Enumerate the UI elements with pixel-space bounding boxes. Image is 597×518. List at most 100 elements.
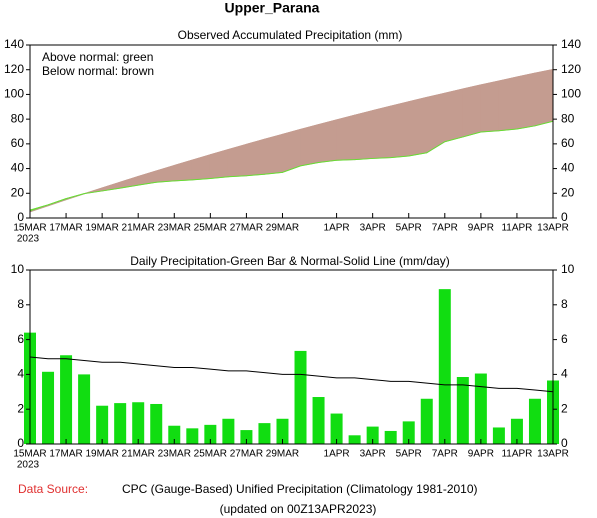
bar	[402, 421, 415, 444]
x-tick-label: 7APR	[432, 449, 458, 460]
difference-fill	[462, 84, 482, 138]
y-tick-label-right: 8	[561, 297, 568, 311]
y-tick-label-right: 6	[561, 332, 568, 346]
difference-fill	[354, 110, 374, 161]
difference-fill	[282, 128, 301, 173]
x-tick-label: 13APR	[537, 223, 569, 234]
x-tick-label: 25MAR	[194, 223, 227, 234]
x-tick-label: 11APR	[501, 449, 532, 460]
normal-line	[29, 68, 554, 213]
y-tick-label: 8	[17, 297, 24, 311]
y-tick-label: 120	[4, 62, 24, 76]
chart-title: Observed Accumulated Precipitation (mm)	[178, 28, 403, 42]
bar	[114, 403, 127, 444]
bar	[294, 350, 307, 444]
x-tick-label: 11APR	[501, 223, 532, 234]
annotation: Above normal: green	[42, 50, 153, 64]
x-tick-label: 1APR	[324, 449, 350, 460]
bar	[312, 397, 325, 444]
y-tick-label-right: 2	[561, 401, 568, 415]
bar	[60, 355, 73, 444]
y-tick-label-right: 80	[561, 111, 575, 125]
x-tick-label: 23MAR	[158, 449, 191, 460]
y-tick-label: 0	[17, 210, 24, 224]
difference-fill	[336, 114, 356, 161]
y-tick-label-right: 20	[561, 185, 575, 199]
difference-fill	[264, 133, 283, 175]
x-tick-label: 27MAR	[230, 223, 263, 234]
x-tick-label: 21MAR	[122, 449, 155, 460]
bar	[132, 402, 145, 444]
y-tick-label: 20	[11, 185, 25, 199]
bar	[474, 373, 487, 444]
observed-line	[29, 120, 554, 211]
y-tick-label: 0	[17, 436, 24, 450]
y-tick-label-right: 60	[561, 136, 575, 150]
y-tick-label: 40	[11, 161, 25, 175]
x-tick-label: 27MAR	[230, 449, 263, 460]
difference-fill	[300, 124, 319, 167]
y-tick-label: 60	[11, 136, 25, 150]
x-tick-label: 15MAR	[13, 449, 46, 460]
x-tick-label: 9APR	[468, 449, 494, 460]
bar	[456, 377, 469, 444]
bar	[330, 413, 343, 444]
source-label: Data Source:	[18, 482, 88, 496]
plot-frame	[29, 44, 554, 219]
bar	[510, 418, 523, 444]
difference-fill	[444, 88, 464, 143]
bar	[186, 428, 199, 444]
difference-fill	[318, 119, 337, 163]
bar	[438, 289, 451, 444]
bar	[258, 423, 271, 444]
x-tick-label: 23MAR	[158, 223, 191, 234]
difference-fill	[534, 68, 554, 127]
difference-fill	[498, 76, 518, 132]
y-tick-label-right: 100	[561, 87, 581, 101]
y-tick-label-right: 0	[561, 436, 568, 450]
y-tick-label-right: 10	[561, 262, 575, 276]
x-year-label: 2023	[17, 460, 40, 471]
difference-fill	[372, 105, 392, 159]
x-tick-label: 5APR	[396, 449, 422, 460]
x-tick-label: 17MAR	[49, 223, 82, 234]
x-tick-label: 9APR	[468, 223, 494, 234]
x-tick-label: 13APR	[537, 449, 569, 460]
y-tick-label: 140	[4, 37, 24, 51]
y-tick-label: 2	[17, 401, 24, 415]
difference-fill	[246, 138, 265, 177]
page-title: Upper_Parana	[225, 0, 320, 16]
bar	[240, 430, 253, 444]
y-tick-label: 100	[4, 87, 24, 101]
x-tick-label: 25MAR	[194, 449, 227, 460]
difference-fill	[390, 101, 410, 159]
bar	[78, 374, 91, 444]
source: CPC (Gauge-Based) Unified Precipitation …	[122, 482, 478, 496]
difference-fill	[408, 96, 428, 157]
bar	[96, 405, 109, 444]
bar	[492, 427, 505, 444]
difference-fill	[516, 72, 536, 130]
normal-line	[29, 356, 554, 393]
bar	[168, 425, 181, 444]
annotation: Below normal: brown	[42, 64, 154, 78]
x-tick-label: 21MAR	[122, 223, 155, 234]
bar	[420, 398, 433, 444]
x-year-label: 2023	[17, 234, 40, 245]
chart-title: Daily Precipitation-Green Bar & Normal-S…	[130, 254, 449, 268]
y-tick-label-right: 0	[561, 210, 568, 224]
x-tick-label: 3APR	[360, 449, 386, 460]
bar	[42, 371, 55, 444]
bar	[384, 430, 397, 444]
bar	[204, 424, 217, 444]
y-tick-label-right: 40	[561, 161, 575, 175]
x-tick-label: 1APR	[324, 223, 350, 234]
x-tick-label: 17MAR	[49, 449, 82, 460]
y-tick-label: 6	[17, 332, 24, 346]
y-tick-label-right: 120	[561, 62, 581, 76]
difference-fill	[480, 80, 500, 133]
x-tick-label: 19MAR	[85, 223, 118, 234]
x-tick-label: 29MAR	[266, 223, 299, 234]
x-tick-label: 3APR	[360, 223, 386, 234]
